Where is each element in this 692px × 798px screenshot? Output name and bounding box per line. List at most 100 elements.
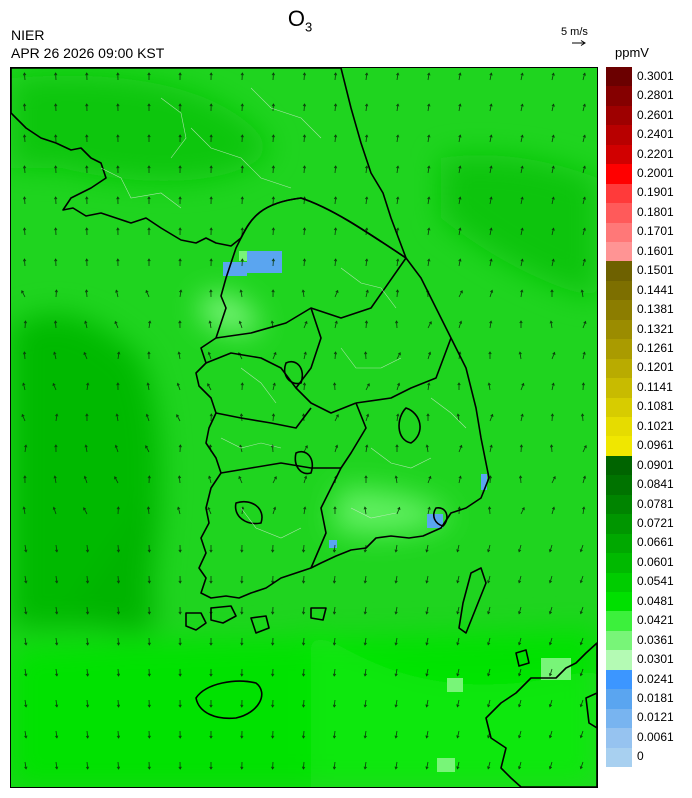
wind-vector-arrow [395, 544, 398, 552]
colorbar-label: 0.0421 [637, 613, 674, 628]
wind-vector-arrow [551, 259, 554, 267]
wind-vector-arrowhead [302, 165, 307, 169]
wind-vector-arrowhead [271, 165, 275, 169]
wind-vector-arrowhead [273, 476, 277, 480]
wind-vector-arrowhead [85, 72, 89, 76]
wind-vector-arrowhead [209, 258, 213, 262]
wind-vector-arrowhead [427, 196, 431, 200]
wind-vector-arrowhead [396, 227, 400, 231]
district-boundary [340, 267, 397, 309]
wind-vector-arrowhead [302, 413, 306, 417]
wind-vector-arrowhead [394, 766, 398, 770]
wind-vector-arrowhead [146, 506, 151, 510]
wind-vector-arrow [53, 352, 57, 360]
wind-vector-arrowhead [147, 549, 151, 553]
wind-vector-arrow [272, 72, 274, 81]
wind-vector-arrowhead [271, 196, 275, 200]
wind-vector-arrowhead [551, 165, 555, 169]
wind-vector-arrowhead [54, 258, 58, 262]
wind-vector-arrow [303, 637, 305, 646]
province-boundary [355, 337, 452, 404]
wind-vector-arrowhead [301, 766, 306, 770]
wind-vector-arrow [365, 320, 367, 329]
wind-vector-arrowhead [518, 642, 522, 646]
wind-vector-arrow [582, 104, 586, 112]
wind-vector-arrowhead [363, 766, 367, 770]
province-boundary [433, 507, 448, 527]
wind-vector-arrowhead [487, 506, 492, 510]
wind-vector-arrowhead [116, 673, 121, 677]
wind-vector-arrowhead [209, 196, 213, 200]
wind-vector-arrowhead [116, 382, 120, 386]
wind-vector-arrow [427, 73, 430, 81]
colorbar-label: 0.2001 [637, 165, 674, 180]
wind-vector-arrow [303, 382, 305, 391]
wind-vector-arrowhead [548, 549, 553, 553]
wind-vector-arrowhead [147, 227, 151, 231]
wind-vector-arrowhead [85, 766, 90, 770]
wind-vector-arrowhead [238, 475, 242, 480]
wind-vector-arrow [487, 575, 491, 583]
wind-vector-arrow [55, 730, 58, 738]
wind-vector-arrowhead [396, 72, 400, 76]
district-boundary [190, 127, 292, 189]
wind-vector-arrow [334, 196, 337, 205]
wind-vector-arrowhead [85, 642, 90, 646]
wind-vector-arrow [334, 165, 337, 174]
wind-vector-arrowhead [579, 673, 583, 677]
wind-vector-arrowhead [24, 611, 28, 615]
wind-vector-arrowhead [396, 258, 400, 262]
wind-vector-arrow [520, 166, 523, 174]
wind-vector-arrowhead [548, 673, 553, 677]
wind-vector-arrowhead [456, 704, 460, 708]
wind-vector-arrowhead [582, 72, 586, 76]
wind-vector-arrow [24, 668, 27, 676]
wind-vector-arrow [238, 476, 243, 484]
wind-vector-arrowhead [518, 735, 522, 739]
light-green-patch [239, 251, 253, 261]
wind-vector-arrow [551, 444, 553, 453]
wind-vector-arrow [86, 383, 89, 391]
wind-vector-arrowhead [552, 475, 556, 480]
wind-vector-arrowhead [83, 351, 87, 356]
colorbar-label: 0.0841 [637, 477, 674, 492]
wind-vector-arrowhead [240, 258, 244, 262]
district-boundary [160, 97, 187, 159]
wind-vector-arrowhead [115, 413, 119, 417]
wind-vector-arrowhead [520, 289, 524, 293]
wind-vector-arrowhead [178, 642, 182, 646]
wind-vector-arrow [241, 507, 244, 515]
colorbar-label: 0.0901 [637, 457, 674, 472]
colorbar-swatch [606, 455, 632, 476]
wind-vector-arrow [365, 445, 368, 453]
wind-vector-arrow [458, 73, 461, 81]
wind-vector-arrowhead [364, 134, 369, 138]
wind-vector-arrowhead [116, 72, 120, 76]
wind-vector-arrowhead [335, 414, 339, 418]
wind-vector-arrowhead [396, 196, 400, 200]
wind-vector-arrow [458, 321, 462, 329]
wind-vector-arrowhead [366, 413, 370, 417]
wind-vector-arrowhead [240, 642, 244, 646]
wind-vector-arrow [86, 730, 89, 739]
wind-vector-arrow [148, 321, 151, 329]
wind-vector-arrowhead [24, 673, 28, 677]
wind-vector-arrowhead [489, 165, 493, 169]
wind-vector-arrowhead [548, 766, 553, 770]
wind-vector-arrow [303, 575, 305, 584]
colorbar-swatch [606, 222, 632, 243]
wind-vector-arrowhead [520, 413, 524, 417]
wind-vector-arrow [303, 134, 305, 143]
wind-vector-arrow [520, 290, 523, 298]
wind-vector-arrowhead [332, 735, 337, 739]
wind-vector-arrowhead [240, 227, 244, 231]
wind-vector-arrowhead [147, 165, 151, 169]
wind-vector-arrow [582, 166, 586, 174]
wind-vector-arrowhead [490, 413, 494, 418]
wind-vector-arrow [427, 197, 430, 205]
wind-vector-arrowhead [363, 704, 367, 708]
wind-vector-arrowhead [302, 103, 307, 107]
wind-vector-arrowhead [425, 611, 429, 615]
wind-vector-arrowhead [425, 704, 429, 708]
wind-vector-arrow [457, 637, 460, 645]
